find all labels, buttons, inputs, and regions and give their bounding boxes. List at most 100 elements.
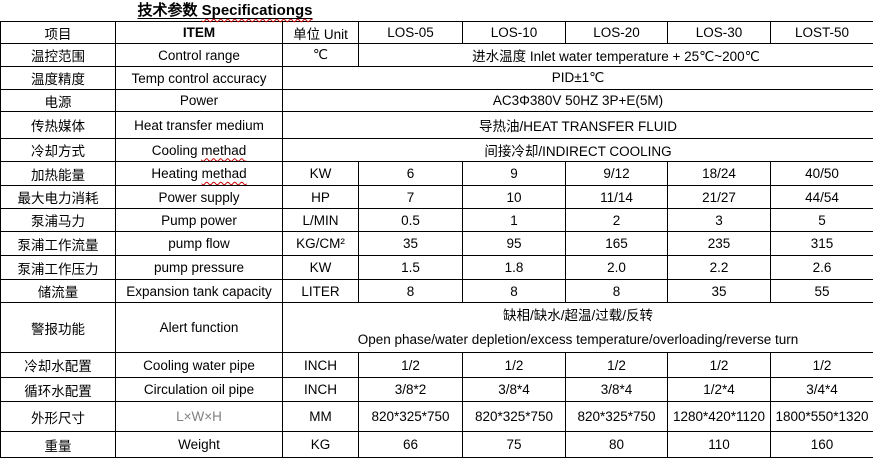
row-cooling-method: 冷却方式 Cooling methad 间接冷却/INDIRECT COOLIN… [1,139,873,162]
row-label-zh: 加热能量 [1,162,116,186]
header-item-en: ITEM [116,22,283,44]
cell-value: 2 [566,209,668,232]
header-model-los-05: LOS-05 [359,22,463,44]
cell-value: 7 [359,186,463,209]
page-title-zh: 技术参数 [137,2,197,19]
cell-value: 40/50 [771,162,873,186]
row-merged-value: 间接冷却/INDIRECT COOLING [283,139,873,162]
row-label-en: Heating methad [116,162,283,186]
row-expansion-tank-capacity: 储流量 Expansion tank capacity LITER 8 8 8 … [1,280,873,303]
alert-values-zh: 缺相/缺水/超温/过载/反转 [284,306,872,326]
row-label-en: Alert function [116,303,283,353]
cell-value: 1/2 [463,353,566,378]
header-model-los-20: LOS-20 [566,22,668,44]
cell-value: 8 [463,280,566,303]
row-merged-value: PID±1℃ [283,67,873,90]
cell-value: 3/8*4 [566,378,668,402]
alert-values-en: Open phase/water depletion/excess temper… [284,330,872,350]
misspelled-word: methad [201,143,246,158]
page-title: 技术参数 Specificationgs [0,0,450,21]
cell-value: 3 [668,209,771,232]
cell-value: 10 [463,186,566,209]
row-unit: L/MIN [283,209,359,232]
cell-value: 315 [771,232,873,256]
row-label-en: Power supply [116,186,283,209]
row-label-zh: 循环水配置 [1,378,116,402]
misspelled-word: methad [202,166,247,181]
row-label-en: Control range [116,44,283,67]
row-label-zh: 重量 [1,432,116,458]
cell-value: 35 [359,232,463,256]
cell-value: 95 [463,232,566,256]
row-label-en: Cooling methad [116,139,283,162]
cell-value: 9 [463,162,566,186]
cell-value: 80 [566,432,668,458]
row-unit: KG/CM² [283,232,359,256]
cell-value: 18/24 [668,162,771,186]
row-dimensions: 外形尺寸 L×W×H MM 820*325*750 820*325*750 82… [1,402,873,432]
cell-value: 0.5 [359,209,463,232]
row-unit: KW [283,256,359,280]
row-unit: INCH [283,353,359,378]
cell-value: 165 [566,232,668,256]
cell-value: 2.2 [668,256,771,280]
row-unit: HP [283,186,359,209]
row-label-zh: 温度精度 [1,67,116,90]
cell-value: 1800*550*1320 [771,402,873,432]
cell-value: 2.0 [566,256,668,280]
cell-value: 160 [771,432,873,458]
row-label-zh: 最大电力消耗 [1,186,116,209]
row-label-zh: 泵浦工作流量 [1,232,116,256]
row-label-en: Pump power [116,209,283,232]
row-heat-transfer-medium: 传热媒体 Heat transfer medium 导热油/HEAT TRANS… [1,112,873,139]
row-alert-function: 警报功能 Alert function 缺相/缺水/超温/过载/反转 Open … [1,303,873,353]
row-label-zh: 泵浦马力 [1,209,116,232]
row-pump-pressure: 泵浦工作压力 pump pressure KW 1.5 1.8 2.0 2.2 … [1,256,873,280]
row-label-zh: 外形尺寸 [1,402,116,432]
row-label-en: pump pressure [116,256,283,280]
cell-value: 3/8*4 [463,378,566,402]
cell-value: 3/8*2 [359,378,463,402]
header-row: 项目 ITEM 单位 Unit LOS-05 LOS-10 LOS-20 LOS… [1,22,873,44]
row-label-en: L×W×H [116,402,283,432]
row-label-en: Expansion tank capacity [116,280,283,303]
row-label-en: Circulation oil pipe [116,378,283,402]
cell-value: 1 [463,209,566,232]
cell-value: 820*325*750 [463,402,566,432]
header-model-los-30: LOS-30 [668,22,771,44]
cell-value: 1/2 [566,353,668,378]
row-label-zh: 警报功能 [1,303,116,353]
row-heating-capacity: 加热能量 Heating methad KW 6 9 9/12 18/24 40… [1,162,873,186]
header-item-zh: 项目 [1,22,116,44]
cell-value: 55 [771,280,873,303]
cell-value: 235 [668,232,771,256]
row-pump-flow: 泵浦工作流量 pump flow KG/CM² 35 95 165 235 31… [1,232,873,256]
cell-value: 21/27 [668,186,771,209]
header-model-los-10: LOS-10 [463,22,566,44]
cell-value: 110 [668,432,771,458]
header-unit: 单位 Unit [283,22,359,44]
row-label-en: Temp control accuracy [116,67,283,90]
row-merged-value: AC3Φ380V 50HZ 3P+E(5M) [283,90,873,112]
cell-value: 1/2 [359,353,463,378]
row-unit: INCH [283,378,359,402]
cell-value: 3/4*4 [771,378,873,402]
row-label-en: Weight [116,432,283,458]
cell-value: 35 [668,280,771,303]
row-circulation-oil-pipe: 循环水配置 Circulation oil pipe INCH 3/8*2 3/… [1,378,873,402]
row-unit: ℃ [283,44,359,67]
cell-value: 75 [463,432,566,458]
row-merged-value: 导热油/HEAT TRANSFER FLUID [283,112,873,139]
cell-value: 1.5 [359,256,463,280]
row-label-zh: 储流量 [1,280,116,303]
row-label-zh: 传热媒体 [1,112,116,139]
row-weight: 重量 Weight KG 66 75 80 110 160 [1,432,873,458]
row-max-power-consumption: 最大电力消耗 Power supply HP 7 10 11/14 21/27 … [1,186,873,209]
cell-value: 1280*420*1120 [668,402,771,432]
row-label-en: Power [116,90,283,112]
cell-value: 66 [359,432,463,458]
cell-value: 8 [359,280,463,303]
row-unit: KW [283,162,359,186]
row-power: 电源 Power AC3Φ380V 50HZ 3P+E(5M) [1,90,873,112]
cell-value: 1/2*4 [668,378,771,402]
